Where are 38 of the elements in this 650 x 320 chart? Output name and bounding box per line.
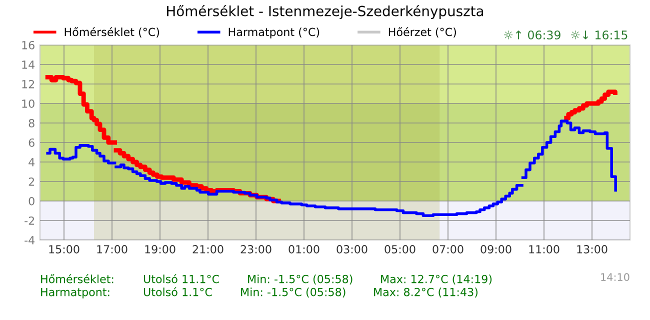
y-tick-label: 2 (28, 177, 34, 186)
y-tick-label: 16 (22, 40, 34, 50)
y-tick-label: 0 (28, 196, 34, 206)
y-tick-label: -4 (24, 236, 35, 244)
text: ☼↑ 06:39 (504, 30, 560, 40)
x-tick-label: 03:00 (336, 245, 368, 254)
x-tick-label: 09:00 (480, 245, 512, 254)
y-tick-label: 6 (28, 138, 34, 147)
text: ☼↓ 16:15 (570, 30, 628, 40)
x-tick-label: 19:00 (145, 245, 176, 254)
text: Utolsó 11.1°C (144, 274, 219, 284)
y-tick-label: 14 (22, 60, 35, 69)
x-tick-label: 21:00 (192, 245, 224, 254)
text: Min: -1.5°C (05:58) (241, 288, 346, 298)
legend-label: Hőmérséklet (°C) (64, 27, 160, 38)
x-tick-label: 05:00 (384, 245, 416, 254)
legend-label: Harmatpont (°C) (228, 28, 320, 38)
text: Min: -1.5°C (05:58) (248, 274, 352, 285)
text: Hőmérséklet: (41, 274, 114, 284)
x-tick-label: 07:00 (432, 245, 464, 254)
x-tick-label: 01:00 (288, 245, 320, 254)
x-tick-label: 17:00 (97, 245, 128, 254)
y-tick-label: -2 (24, 216, 34, 225)
x-tick-label: 13:00 (577, 245, 608, 254)
legend-label: Hőérzet (°C) (388, 27, 456, 38)
text: Harmatpont: (41, 288, 110, 298)
y-tick-label: 8 (28, 118, 34, 128)
text: Max: 12.7°C (14:19) (381, 274, 492, 285)
x-tick-label: 11:00 (529, 245, 560, 254)
x-tick-label: 15:00 (49, 245, 80, 254)
chart-title: Hőmérséklet - Istenmezeje-Szederkénypuszta (167, 5, 484, 19)
y-tick-label: 4 (28, 158, 35, 166)
x-tick-label: 23:00 (240, 245, 272, 254)
y-tick-label: 10 (22, 99, 34, 108)
text: Max: 8.2°C (11:43) (374, 288, 478, 298)
y-tick-label: 12 (22, 80, 34, 88)
text: 14:10 (601, 273, 630, 282)
text: Utolsó 1.1°C (144, 287, 212, 296)
